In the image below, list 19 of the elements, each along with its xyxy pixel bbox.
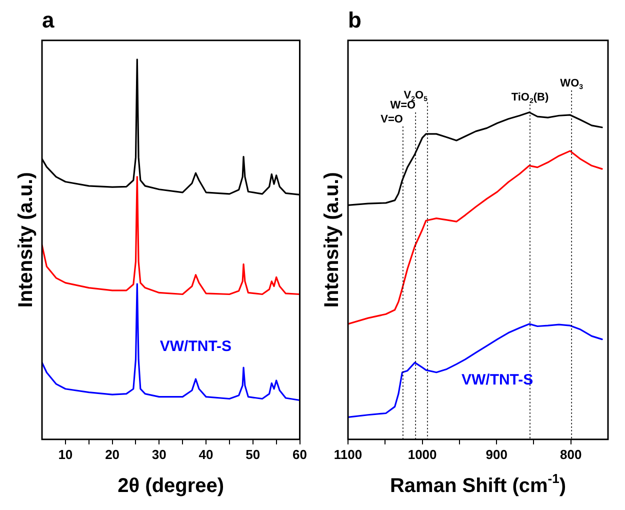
x-tick-label: 10: [58, 446, 73, 462]
chart-title: b: [348, 7, 362, 32]
ref-line-label: W=O: [390, 99, 416, 112]
x-tick-label: 800: [560, 446, 582, 462]
ref-line-label: V=O: [380, 113, 404, 126]
x-tick-label: 20: [105, 446, 120, 462]
x-tick-label: 50: [246, 446, 260, 462]
x-tick-label: 30: [152, 446, 166, 462]
x-tick-label: 900: [486, 446, 508, 462]
x-axis-title: 2θ (degree): [118, 475, 224, 497]
x-tick-label: 60: [292, 446, 308, 462]
y-axis-title: Intensity (a.u.): [15, 172, 37, 308]
y-axis-title: Intensity (a.u.): [321, 172, 343, 308]
series-label: VW/TNT-S: [461, 371, 534, 388]
x-tick-label: 1000: [408, 446, 437, 462]
x-tick-label: 40: [198, 446, 214, 462]
x-tick-label: 1100: [334, 446, 362, 462]
chart-title: a: [42, 7, 55, 32]
series-label: VW/TNT-S: [160, 338, 232, 355]
